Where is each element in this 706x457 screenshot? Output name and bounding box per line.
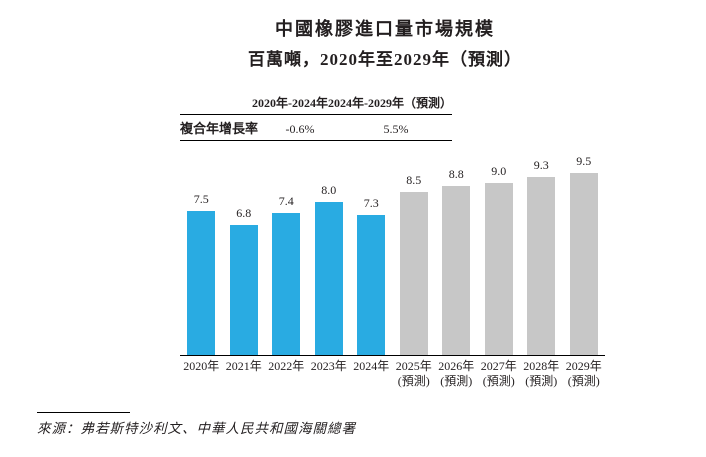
- bar-slot-2022: 7.4: [265, 194, 308, 355]
- source-block: 來源：弗若斯特沙利文、中華人民共和國海關總署: [37, 412, 356, 437]
- cagr-header-period-2024-2029: 2024年-2029年（預測）: [328, 96, 452, 110]
- bar-value-label-2026: 8.8: [448, 167, 464, 181]
- bar-2029: [569, 173, 598, 355]
- axis-label-2028: 2028年 (預測): [523, 359, 560, 388]
- bar-2026: [442, 186, 471, 355]
- cagr-row-label: 複合年增長率: [180, 121, 259, 136]
- bar-slot-2025: 8.5: [393, 173, 436, 355]
- chart-subtitle: 百萬噸，2020年至2029年（預測）: [248, 50, 522, 69]
- cagr-value-2024-2029: 5.5%: [383, 122, 409, 136]
- bar-2027: [484, 183, 513, 355]
- bar-value-label-2028: 9.3: [533, 158, 549, 172]
- axis-label-2029: 2029年 (預測): [565, 359, 602, 388]
- source-divider-line: [37, 412, 130, 413]
- bar-slot-2027: 9.0: [478, 164, 521, 355]
- chart-title-block: 中國橡膠進口量市場規模 百萬噸，2020年至2029年（預測）: [165, 16, 605, 72]
- bar-value-label-2025: 8.5: [406, 173, 422, 187]
- bar-2020: [187, 211, 216, 355]
- axis-label-2023: 2023年: [310, 359, 347, 373]
- axis-label-2020: 2020年: [183, 359, 220, 373]
- cagr-table: 2020年-2024年 2024年-2029年（預測） 複合年增長率 -0.6%…: [180, 94, 452, 141]
- bar-value-label-2020: 7.5: [193, 192, 209, 206]
- axis-label-2026: 2026年 (預測): [438, 359, 475, 388]
- x-axis-line: [180, 355, 605, 356]
- bar-chart: 7.5 6.8 7.4 8.0 7.3 8.5 8.8 9.0 9.3 9.5 2020年 2021…: [180, 150, 605, 389]
- bar-slot-2028: 9.3: [520, 158, 563, 355]
- axis-label-2024: 2024年: [353, 359, 390, 373]
- bar-slot-2020: 7.5: [180, 192, 223, 355]
- axis-label-2021: 2021年: [225, 359, 262, 373]
- cagr-header-period-2020-2024: 2020年-2024年: [252, 96, 328, 110]
- bar-slot-2026: 8.8: [435, 167, 478, 355]
- cagr-value-row: 複合年增長率 -0.6% 5.5%: [180, 115, 452, 141]
- bar-slot-2029: 9.5: [563, 154, 606, 355]
- x-axis-labels: 2020年 2021年 2022年 2023年 2024年 2025年 (預測) 2026年(…: [180, 356, 605, 389]
- axis-label-2025: 2025年 (預測): [395, 359, 432, 388]
- cagr-value-2020-2024: -0.6%: [285, 122, 315, 136]
- bar-slot-2023: 8.0: [308, 183, 351, 355]
- bar-2028: [527, 177, 556, 355]
- bar-2025: [399, 192, 428, 355]
- bar-2023: [314, 202, 343, 355]
- bar-2022: [272, 213, 301, 355]
- axis-label-2022: 2022年: [268, 359, 305, 373]
- bar-value-label-2021: 6.8: [236, 206, 252, 220]
- cagr-header-row: 2020年-2024年 2024年-2029年（預測）: [180, 94, 452, 115]
- bars-area: 7.5 6.8 7.4 8.0 7.3 8.5 8.8 9.0 9.3 9.5: [180, 150, 605, 355]
- bar-2021: [229, 225, 258, 355]
- bar-2024: [357, 215, 386, 355]
- bar-value-label-2029: 9.5: [576, 154, 592, 168]
- bar-slot-2024: 7.3: [350, 196, 393, 355]
- bar-value-label-2023: 8.0: [321, 183, 337, 197]
- source-text: 來源：弗若斯特沙利文、中華人民共和國海關總署: [37, 421, 356, 436]
- bar-value-label-2027: 9.0: [491, 164, 507, 178]
- bar-slot-2021: 6.8: [223, 206, 266, 355]
- chart-title: 中國橡膠進口量市場規模: [275, 19, 495, 39]
- bar-value-label-2022: 7.4: [278, 194, 294, 208]
- bar-value-label-2024: 7.3: [363, 196, 379, 210]
- axis-label-2027: 2027年 (預測): [480, 359, 517, 388]
